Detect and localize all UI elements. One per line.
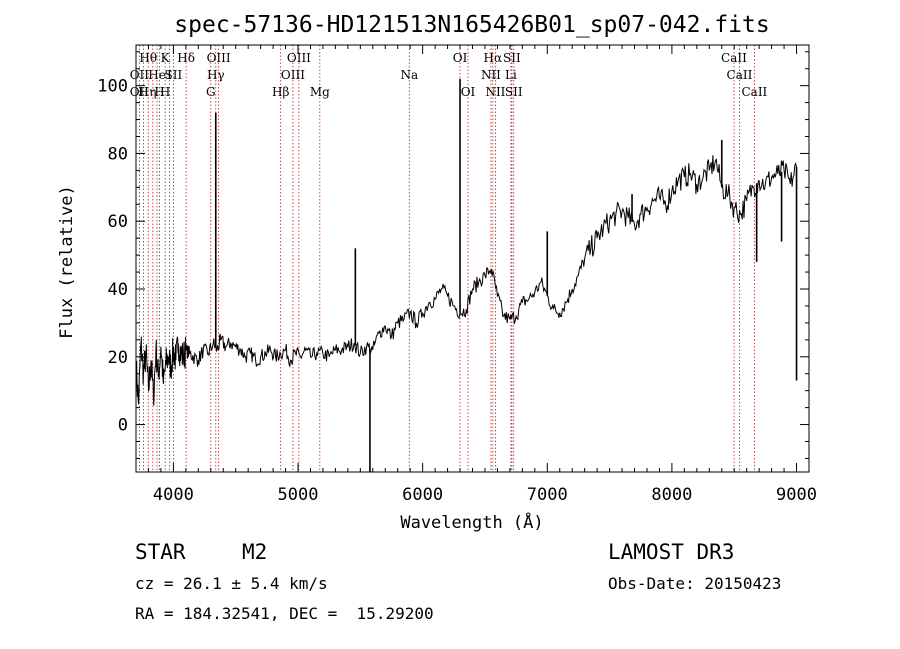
line-label: H [138,85,148,99]
y-axis: 0 20 40 60 80 100 [97,51,809,459]
line-label: G [206,85,216,99]
x-tick-label: 5000 [278,485,319,505]
line-label: NII [481,68,501,82]
spectral-line-markers [138,45,755,472]
plot-frame [135,44,810,473]
y-tick-label: 0 [118,416,128,436]
line-label: Hγ [207,68,225,82]
redshift-readout: cz = 26.1 ± 5.4 km/s [135,574,328,593]
y-tick-label: 60 [108,212,128,232]
line-label: H [154,85,164,99]
spectrum-series-line [135,155,797,406]
line-label: CaII [741,85,767,99]
y-tick-label: 100 [97,77,128,97]
sky-coordinates: RA = 184.32541, DEC = 15.29200 [135,604,434,623]
x-tick-label: 4000 [153,485,194,505]
line-label: K [161,51,171,65]
line-label: NII [485,85,505,99]
x-tick-label: 8000 [651,485,692,505]
spectral-line-labels: OIIOIIHHθηHeHKHISIIHδGHγOIIIHβOIIIOIIIMg… [130,51,768,99]
y-tick-label: 80 [108,144,128,164]
y-axis-label: Flux (relative) [57,185,77,339]
x-tick-label: 6000 [402,485,443,505]
x-axis-label: Wavelength (Å) [400,511,543,533]
observation-date: Obs-Date: 20150423 [608,574,782,593]
line-label: Na [400,68,418,82]
line-label: Mg [310,85,330,99]
y-tick-label: 40 [108,280,128,300]
line-label: OI [453,51,468,65]
line-label: SII [503,51,521,65]
line-label: H [160,85,170,99]
object-subclass: M2 [242,540,268,564]
y-tick-label: 20 [108,348,128,368]
x-tick-label: 7000 [527,485,568,505]
line-label: He [148,68,166,82]
line-label: CaII [721,51,747,65]
line-label: Hδ [177,51,195,65]
line-label: OIII [207,51,231,65]
line-label: OIII [287,51,311,65]
x-tick-label: 9000 [776,485,817,505]
line-label: Hθ [139,51,157,65]
line-label: OIII [281,68,305,82]
line-label: OI [461,85,476,99]
line-label: I [167,68,172,82]
line-label: OII [130,85,150,99]
x-axis: 4000 5000 6000 7000 8000 9000 [135,45,817,505]
line-label: Hβ [272,85,289,99]
survey-name: LAMOST DR3 [608,540,735,564]
line-label: OII [130,68,150,82]
line-label: Hα [484,51,503,65]
line-label: η [149,85,156,99]
line-label: SII [505,85,523,99]
object-class: STAR [135,540,186,564]
line-label: CaII [727,68,753,82]
line-label: Li [505,68,517,82]
line-label: SII [165,68,183,82]
chart-title: spec-57136-HD121513N165426B01_sp07-042.f… [174,12,769,38]
spectrum-spikes [214,78,798,472]
